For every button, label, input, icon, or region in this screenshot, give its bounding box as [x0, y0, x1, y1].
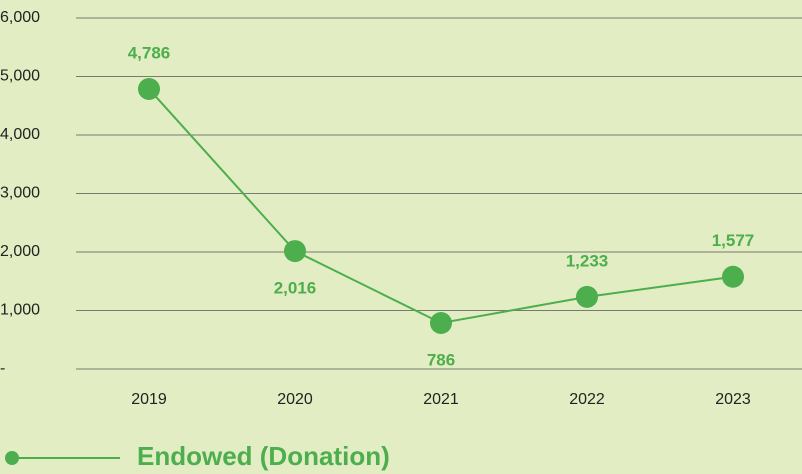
y-tick-label: 2,000 — [0, 243, 40, 260]
y-tick-label: 6,000 — [0, 9, 40, 26]
y-tick-label: 5,000 — [0, 68, 40, 85]
y-tick-label: - — [0, 360, 5, 377]
data-point — [284, 240, 306, 263]
data-label: 1,577 — [712, 231, 755, 250]
x-tick-label: 2023 — [715, 391, 751, 408]
legend-label: Endowed (Donation) — [137, 441, 390, 471]
data-label: 2,016 — [274, 279, 317, 298]
data-point — [722, 265, 744, 288]
series-line — [148, 88, 734, 325]
y-tick-label: 4,000 — [0, 126, 40, 143]
x-tick-label: 2021 — [423, 391, 459, 408]
legend-marker — [5, 451, 19, 465]
data-label: 1,233 — [566, 251, 609, 270]
data-label: 786 — [427, 351, 455, 370]
x-tick-label: 2019 — [131, 391, 167, 408]
data-point — [138, 78, 160, 101]
data-point — [576, 285, 598, 308]
y-tick-label: 1,000 — [0, 302, 40, 319]
x-tick-label: 2020 — [277, 391, 313, 408]
data-point — [430, 312, 452, 335]
x-tick-label: 2022 — [569, 391, 605, 408]
data-label: 4,786 — [128, 44, 171, 63]
y-tick-label: 3,000 — [0, 185, 40, 202]
